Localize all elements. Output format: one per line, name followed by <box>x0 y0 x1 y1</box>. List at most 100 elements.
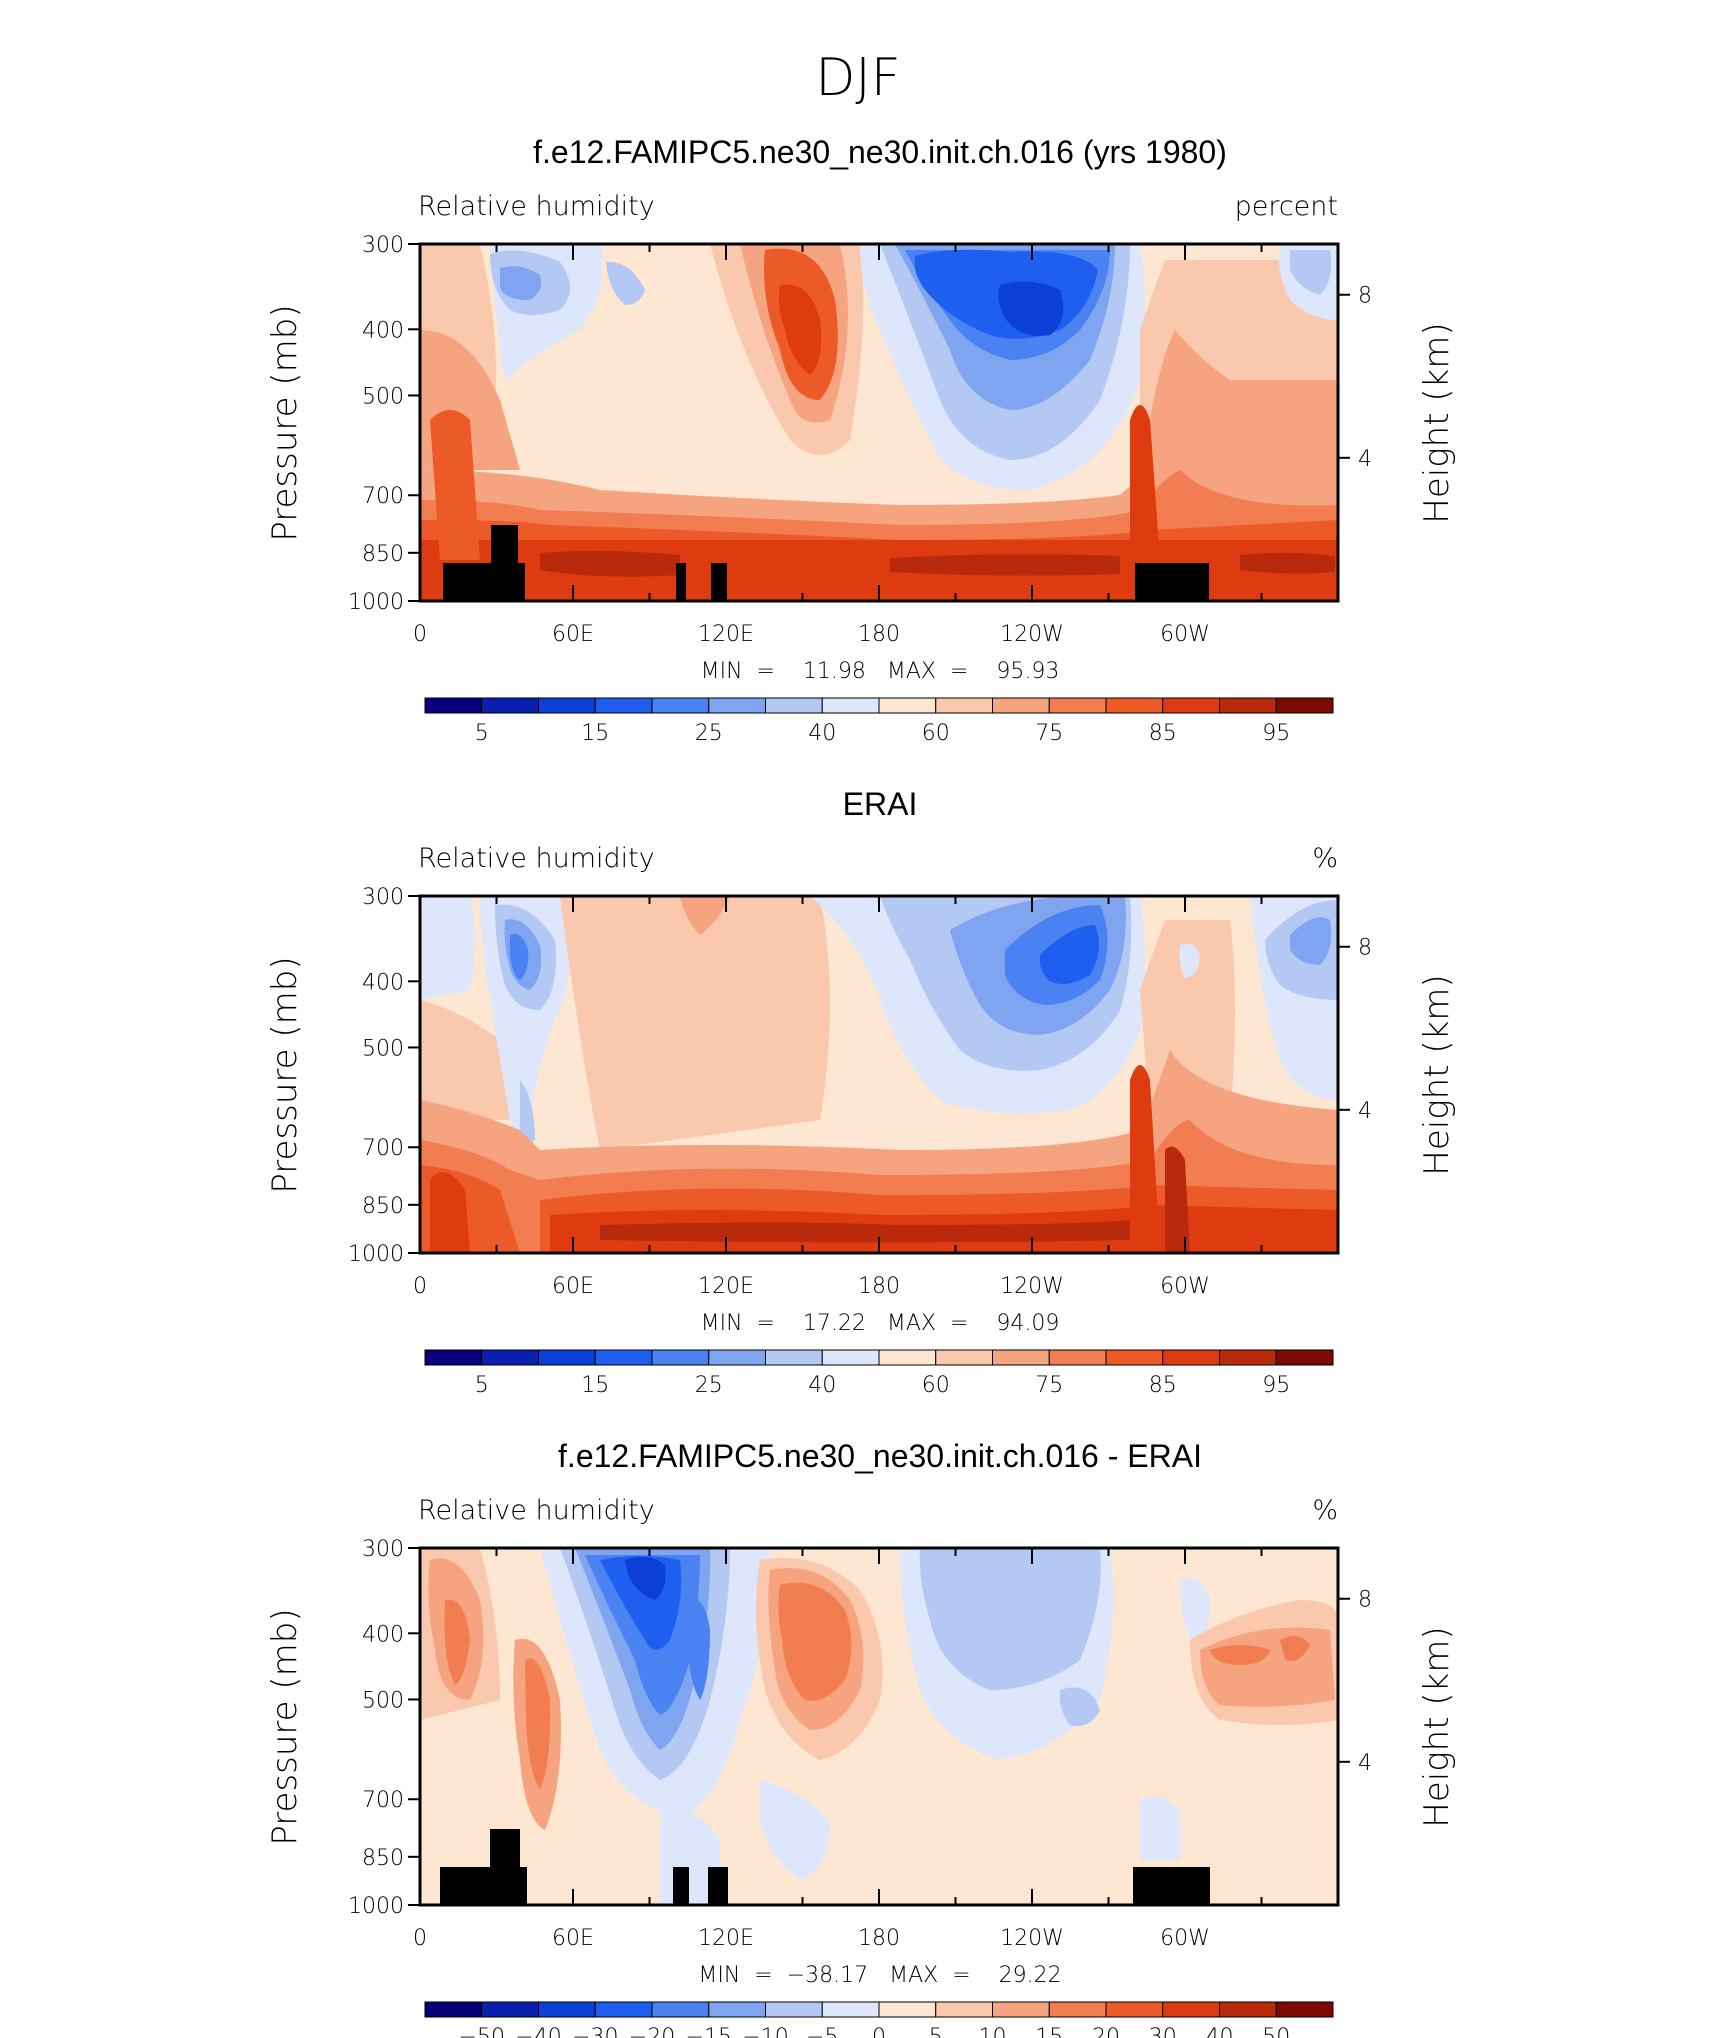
colorbar-swatch <box>935 2001 993 2018</box>
y-tick-label: 400 <box>362 318 404 343</box>
colorbar-label: 0 <box>872 2025 886 2038</box>
colorbar-swatch <box>992 1349 1050 1366</box>
colorbar-label: 25 <box>695 1373 723 1398</box>
colorbar-swatch <box>935 1349 993 1366</box>
colorbar-label: −30 <box>572 2025 618 2038</box>
colorbar-swatch <box>538 2001 596 2018</box>
colorbar-swatch <box>594 1349 653 1366</box>
colorbar-swatch <box>481 2001 539 2018</box>
colorbar-swatch <box>1105 697 1164 714</box>
y-tick-label: 500 <box>362 1036 404 1061</box>
colorbar-swatch <box>878 2001 937 2018</box>
colorbar-swatch <box>1275 697 1334 714</box>
panel-title: f.e12.FAMIPC5.ne30_ne30.init.ch.016 - ER… <box>558 1438 1202 1474</box>
colorbar-swatch <box>1048 1349 1107 1366</box>
x-tick-label: 120E <box>698 622 754 647</box>
colorbar-swatch <box>878 1349 937 1366</box>
x-tick-label: 60E <box>552 1926 594 1951</box>
colorbar-label: −15 <box>686 2025 732 2038</box>
y-axis-right-label: Height (km) <box>1417 974 1457 1175</box>
y-tick-label: 850 <box>362 542 404 567</box>
colorbar-swatch <box>765 1349 823 1366</box>
x-tick-label: 120W <box>1000 1926 1064 1951</box>
left-string: Relative humidity <box>418 843 655 874</box>
y-tick-label: 400 <box>362 1622 404 1647</box>
panel-difference: f.e12.FAMIPC5.ne30_ne30.init.ch.016 - ER… <box>265 1438 1457 2038</box>
y-right-tick-label: 8 <box>1358 284 1372 309</box>
colorbar-swatch <box>992 2001 1050 2018</box>
stats-label: MIN = −38.17 MAX = 29.22 <box>698 1963 1061 1988</box>
y-tick-label: 850 <box>362 1846 404 1871</box>
x-tick-label: 120E <box>698 1274 754 1299</box>
colorbar-label: 5 <box>475 1373 489 1398</box>
colorbar-swatch <box>481 697 539 714</box>
main-title: DJF <box>815 48 900 108</box>
y-tick-label: 700 <box>362 1136 404 1161</box>
colorbar-swatch <box>424 2001 483 2018</box>
y-axis-right-label: Height (km) <box>1417 1626 1457 1827</box>
colorbar-label: 40 <box>808 721 836 746</box>
colorbar-label: 85 <box>1149 721 1177 746</box>
colorbar-swatch <box>765 697 823 714</box>
colorbar-swatch <box>1219 1349 1277 1366</box>
stats-label: MIN = 17.22 MAX = 94.09 <box>701 1311 1060 1336</box>
y-tick-label: 1000 <box>348 1894 404 1919</box>
x-tick-label: 180 <box>858 622 900 647</box>
contour-field <box>420 244 1338 601</box>
panel-erai: ERAI Relative humidity % <box>265 786 1457 1398</box>
colorbar-label: 75 <box>1035 721 1063 746</box>
colorbar-swatch <box>651 697 710 714</box>
x-tick-label: 0 <box>413 622 427 647</box>
colorbar-swatch <box>594 697 653 714</box>
colorbar-label: −10 <box>742 2025 788 2038</box>
colorbar-swatch <box>1162 697 1220 714</box>
colorbar-swatch <box>821 697 880 714</box>
colorbar-label: 60 <box>922 721 950 746</box>
colorbar-label: 60 <box>922 1373 950 1398</box>
colorbar-label: 50 <box>1262 2025 1290 2038</box>
colorbar-label: −5 <box>806 2025 838 2038</box>
y-tick-label: 300 <box>362 885 404 910</box>
colorbar-swatch <box>538 697 596 714</box>
colorbar-swatch <box>424 697 483 714</box>
colorbar-label: 15 <box>581 1373 609 1398</box>
colorbar-swatch <box>878 697 937 714</box>
colorbar-swatch <box>538 1349 596 1366</box>
y-right-tick-label: 4 <box>1358 447 1372 472</box>
colorbar-label: 10 <box>979 2025 1007 2038</box>
right-string: % <box>1312 1495 1338 1526</box>
y-tick-label: 1000 <box>348 590 404 615</box>
colorbar-swatch <box>765 2001 823 2018</box>
x-tick-label: 0 <box>413 1926 427 1951</box>
x-tick-label: 0 <box>413 1274 427 1299</box>
x-tick-label: 120E <box>698 1926 754 1951</box>
colorbar-label: 95 <box>1262 1373 1290 1398</box>
x-tick-label: 60E <box>552 1274 594 1299</box>
y-tick-label: 700 <box>362 1788 404 1813</box>
colorbar-swatch <box>651 1349 710 1366</box>
colorbar-swatch <box>1162 2001 1220 2018</box>
y-tick-label: 700 <box>362 484 404 509</box>
colorbar-swatch <box>1048 2001 1107 2018</box>
y-axis-label: Pressure (mb) <box>265 1608 305 1845</box>
colorbar-swatch <box>1162 1349 1220 1366</box>
panel-title: f.e12.FAMIPC5.ne30_ne30.init.ch.016 (yrs… <box>533 134 1227 170</box>
colorbar-label: 20 <box>1092 2025 1120 2038</box>
colorbar-label: 40 <box>808 1373 836 1398</box>
colorbar-label: 75 <box>1035 1373 1063 1398</box>
colorbar-label: −40 <box>515 2025 561 2038</box>
colorbar-label: −50 <box>459 2025 505 2038</box>
colorbar-label: 30 <box>1149 2025 1177 2038</box>
colorbar-swatch <box>992 697 1050 714</box>
colorbar-label: 25 <box>695 721 723 746</box>
y-right-tick-label: 4 <box>1358 1099 1372 1124</box>
x-tick-label: 120W <box>1000 622 1064 647</box>
right-string: percent <box>1235 191 1338 222</box>
colorbar: 5 15 25 40 60 75 85 95 <box>424 1349 1334 1398</box>
y-tick-label: 850 <box>362 1194 404 1219</box>
y-tick-label: 1000 <box>348 1242 404 1267</box>
panel-model: f.e12.FAMIPC5.ne30_ne30.init.ch.016 (yrs… <box>265 134 1457 746</box>
x-tick-label: 60W <box>1160 1274 1210 1299</box>
x-tick-label: 120W <box>1000 1274 1064 1299</box>
y-right-tick-label: 8 <box>1358 936 1372 961</box>
